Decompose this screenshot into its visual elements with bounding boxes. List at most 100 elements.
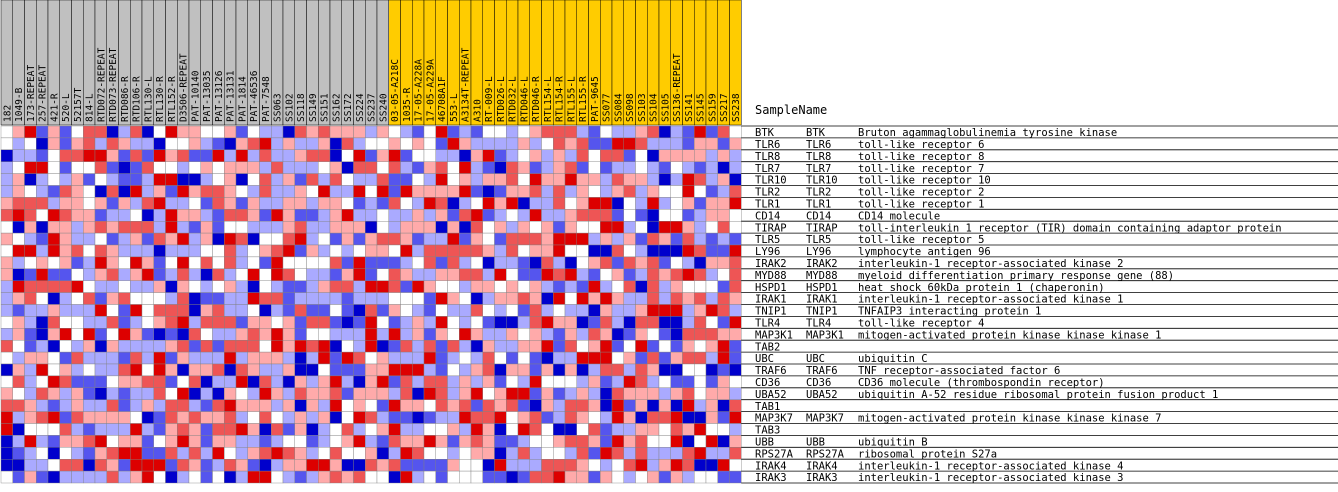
heatmap-cell	[130, 304, 143, 317]
heatmap-cell	[682, 232, 695, 246]
heatmap-cell	[271, 387, 284, 400]
heatmap-cell	[130, 459, 143, 472]
heatmap-cell	[423, 351, 436, 365]
heatmap-cell	[224, 137, 237, 150]
row-description: CD36 molecule (thrombospondin receptor)	[858, 377, 1105, 389]
heatmap-cell	[47, 411, 60, 424]
heatmap-cell	[506, 220, 519, 234]
heatmap-cell	[153, 316, 166, 329]
heatmap-cell	[400, 125, 413, 139]
heatmap-cell	[658, 411, 671, 424]
heatmap-cell	[353, 447, 366, 460]
heatmap-cell	[553, 328, 566, 341]
heatmap-cell	[259, 435, 272, 448]
heatmap-cell	[165, 470, 178, 484]
heatmap-cell	[588, 387, 601, 400]
heatmap-cell	[482, 173, 495, 186]
heatmap-cell	[59, 209, 72, 222]
heatmap-cell	[153, 435, 166, 448]
heatmap-cell	[376, 137, 389, 150]
heatmap-cell	[388, 399, 401, 412]
heatmap-cell	[130, 363, 143, 377]
heatmap-cell	[165, 435, 178, 448]
heatmap-cell	[153, 137, 166, 150]
row-symbol: UBC	[755, 353, 774, 365]
heatmap-cell	[12, 447, 25, 460]
heatmap-cell	[576, 209, 589, 222]
heatmap-cell	[165, 387, 178, 400]
heatmap-cell	[329, 411, 342, 424]
heatmap-cell	[36, 161, 49, 174]
heatmap-cell	[71, 423, 84, 436]
heatmap-cell	[564, 316, 577, 329]
heatmap-cell	[541, 470, 554, 484]
heatmap-cell	[388, 411, 401, 424]
heatmap-cell	[306, 220, 319, 234]
heatmap-cell	[670, 232, 683, 246]
heatmap-cell	[188, 256, 201, 269]
heatmap-cell	[623, 459, 636, 472]
heatmap-cell	[83, 149, 96, 162]
column-label: SS151	[320, 93, 331, 122]
heatmap-cell	[235, 423, 248, 436]
heatmap-cell	[694, 411, 707, 424]
heatmap-cell	[282, 340, 295, 353]
heatmap-cell	[553, 399, 566, 412]
heatmap-cell	[106, 459, 119, 472]
heatmap-cell	[83, 340, 96, 353]
column-label: A3134T-REPEAT	[461, 47, 472, 122]
heatmap-cell	[482, 232, 495, 246]
heatmap-cell	[611, 470, 624, 484]
heatmap-cell	[553, 351, 566, 365]
heatmap-cell	[541, 220, 554, 234]
heatmap-cell	[177, 470, 190, 484]
heatmap-cell	[376, 256, 389, 269]
heatmap-cell	[529, 232, 542, 246]
heatmap-cell	[36, 375, 49, 388]
heatmap-cell	[83, 423, 96, 436]
heatmap-cell	[118, 447, 131, 460]
heatmap-cell	[600, 447, 613, 460]
heatmap-cell	[682, 173, 695, 186]
heatmap-cell	[365, 232, 378, 246]
heatmap-cell	[329, 125, 342, 139]
heatmap-cell	[435, 209, 448, 222]
heatmap-cell	[271, 220, 284, 234]
heatmap-cell	[670, 197, 683, 210]
heatmap-cell	[118, 197, 131, 210]
heatmap-cell	[294, 340, 307, 353]
heatmap-cell	[306, 244, 319, 258]
heatmap-cell	[294, 268, 307, 281]
heatmap-cell	[36, 304, 49, 317]
heatmap-cell	[118, 375, 131, 388]
heatmap-cell	[306, 304, 319, 317]
heatmap-cell	[71, 185, 84, 198]
heatmap-cell	[177, 423, 190, 436]
heatmap-cell	[247, 232, 260, 246]
heatmap-cell	[118, 363, 131, 377]
heatmap-cell	[118, 161, 131, 174]
heatmap-cell	[36, 232, 49, 246]
heatmap-cell	[729, 280, 742, 293]
heatmap-cell	[541, 244, 554, 258]
heatmap-cell	[247, 387, 260, 400]
heatmap-cell	[576, 363, 589, 377]
heatmap-cell	[118, 173, 131, 186]
heatmap-cell	[188, 197, 201, 210]
heatmap-cell	[470, 304, 483, 317]
column-label: SS172	[343, 93, 354, 122]
heatmap-cell	[200, 185, 213, 198]
heatmap-cell	[529, 387, 542, 400]
heatmap-cell	[435, 447, 448, 460]
heatmap-cell	[12, 363, 25, 377]
heatmap-cell	[400, 435, 413, 448]
heatmap-cell	[0, 423, 13, 436]
heatmap-cell	[130, 161, 143, 174]
heatmap-cell	[423, 220, 436, 234]
heatmap-cell	[106, 185, 119, 198]
heatmap-cell	[353, 387, 366, 400]
heatmap-cell	[459, 149, 472, 162]
heatmap-cell	[165, 244, 178, 258]
heatmap-cell	[188, 125, 201, 139]
heatmap-cell	[435, 173, 448, 186]
